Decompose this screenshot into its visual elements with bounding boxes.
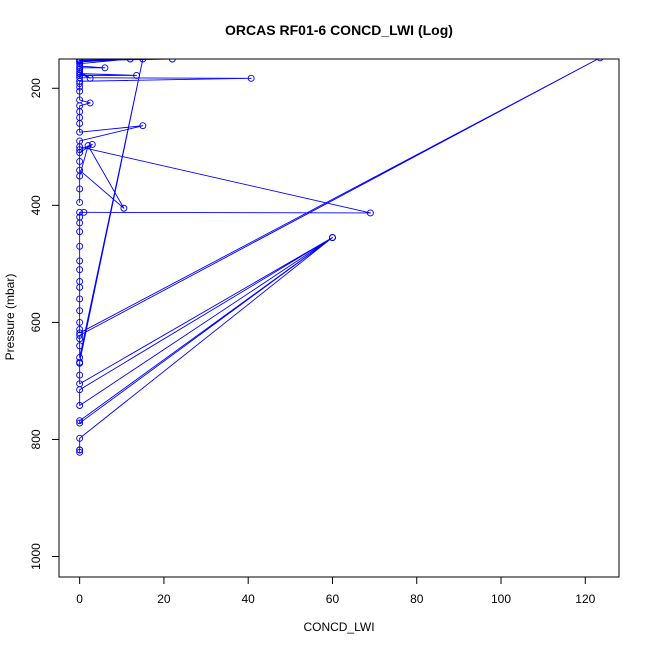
data-point — [101, 64, 109, 72]
data-point — [76, 60, 84, 68]
data-point — [76, 146, 84, 154]
data-point — [76, 149, 84, 157]
data-point — [596, 59, 604, 62]
data-point — [76, 137, 84, 145]
data-point — [76, 342, 84, 350]
x-tick-label: 120 — [575, 592, 595, 606]
data-point — [76, 242, 84, 250]
data-point — [88, 141, 96, 148]
y-tick-label: 600 — [29, 312, 43, 332]
data-point — [329, 234, 336, 241]
x-tick-label: 20 — [157, 592, 171, 606]
data-point — [76, 417, 84, 425]
data-point — [366, 209, 374, 217]
data-point — [76, 434, 84, 442]
data-point — [76, 325, 84, 333]
data-point — [168, 59, 176, 63]
plot-frame — [58, 58, 620, 578]
data-point — [76, 295, 84, 303]
data-point — [76, 419, 84, 427]
data-point — [86, 99, 94, 107]
data-point — [76, 208, 84, 216]
series-layer — [76, 59, 604, 456]
data-point — [76, 213, 84, 221]
data-point — [247, 74, 255, 82]
data-point — [76, 446, 84, 454]
data-point — [76, 266, 84, 274]
data-point — [126, 59, 134, 63]
data-point — [76, 185, 84, 193]
data-point — [76, 157, 84, 165]
data-point — [76, 318, 84, 326]
data-point — [76, 198, 84, 206]
y-tick-label: 200 — [29, 78, 43, 98]
data-point — [120, 204, 128, 212]
data-point — [76, 329, 84, 337]
y-tick-label: 1000 — [29, 543, 43, 570]
chart-title: ORCAS RF01-6 CONCD_LWI (Log) — [225, 22, 453, 38]
data-point — [76, 166, 84, 174]
data-point — [76, 59, 84, 64]
y-tick-label: 400 — [29, 195, 43, 215]
x-axis-label: CONCD_LWI — [303, 620, 374, 634]
x-axis: 0 20 40 60 80 100 120 — [76, 576, 596, 606]
data-point — [76, 354, 84, 361]
x-tick-label: 60 — [326, 592, 340, 606]
data-point — [76, 96, 84, 104]
data-point — [76, 307, 84, 315]
data-point — [76, 277, 84, 285]
x-tick-label: 0 — [76, 592, 83, 606]
data-point — [76, 371, 84, 379]
data-point — [76, 128, 84, 136]
data-point — [139, 122, 147, 130]
x-tick-label: 100 — [491, 592, 511, 606]
data-point — [76, 402, 84, 409]
data-point — [84, 142, 92, 150]
y-axis: 200 400 600 800 1000 — [29, 78, 60, 570]
data-point — [139, 59, 147, 63]
data-point — [76, 87, 84, 95]
series-line — [79, 59, 599, 453]
data-point — [80, 208, 88, 216]
y-tick-label: 800 — [29, 429, 43, 449]
data-point — [76, 228, 84, 236]
x-tick-label: 80 — [410, 592, 424, 606]
data-point — [76, 380, 84, 388]
data-point — [76, 358, 84, 366]
data-point — [86, 74, 94, 82]
data-point — [76, 448, 84, 456]
data-point — [76, 257, 84, 265]
x-tick-label: 40 — [242, 592, 256, 606]
y-axis-label: Pressure (mbar) — [3, 274, 17, 361]
data-point — [133, 71, 140, 79]
